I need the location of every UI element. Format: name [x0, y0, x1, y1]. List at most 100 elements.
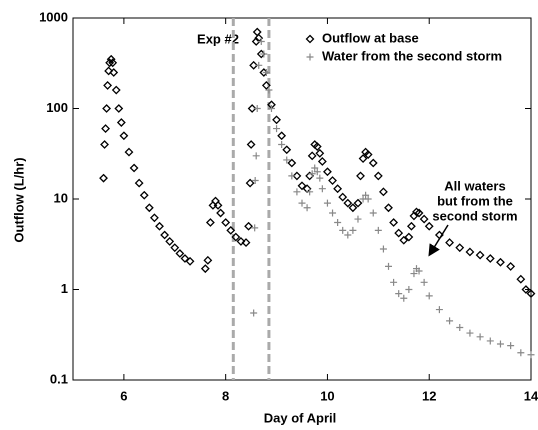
diamond-point	[455, 243, 465, 253]
plus-point	[313, 168, 321, 176]
plus-point	[400, 294, 408, 302]
diamond-point	[104, 66, 114, 76]
diamond-point	[516, 274, 526, 284]
plus-point	[425, 292, 433, 300]
plus-point	[466, 329, 474, 337]
diamond-point	[307, 151, 317, 161]
plus-point	[262, 68, 270, 76]
plus-point	[527, 351, 535, 359]
x-tick-label: 8	[222, 388, 229, 403]
legend-label: Outflow at base	[322, 30, 419, 45]
plus-point	[306, 188, 314, 196]
plus-point	[456, 324, 464, 332]
diamond-point	[134, 178, 144, 188]
diamond-point	[231, 232, 241, 242]
diamond-point	[109, 68, 119, 77]
x-tick-label: 14	[524, 388, 538, 403]
plus-point	[303, 204, 311, 212]
diamond-point	[353, 198, 363, 208]
annotation: All waters	[444, 178, 505, 193]
diamond-point	[328, 176, 337, 185]
diamond-point	[180, 254, 190, 263]
diamond-point	[465, 247, 475, 257]
plus-point	[323, 199, 331, 207]
diamond-point	[211, 196, 220, 206]
y-tick-label: 0.1	[50, 371, 68, 386]
diamond-point	[261, 80, 271, 90]
plus-point	[507, 342, 515, 350]
diamond-point	[106, 54, 116, 64]
diamond-point	[521, 285, 531, 294]
plus-point	[339, 226, 347, 234]
plus-point	[486, 337, 494, 345]
plus-point	[298, 199, 306, 207]
plus-point	[293, 188, 301, 196]
diamond-point	[114, 104, 124, 113]
plus-point	[251, 224, 259, 232]
plus-point	[354, 215, 362, 223]
diamond-point	[119, 131, 129, 141]
plus-point	[405, 286, 413, 293]
diamond-point	[368, 158, 378, 168]
diamond-point	[160, 230, 170, 240]
plus-point	[318, 185, 326, 193]
annotation: but from the	[437, 193, 513, 208]
diamond-point	[414, 208, 424, 218]
legend-marker	[306, 53, 314, 61]
plus-point	[255, 61, 263, 69]
diamond-point	[384, 203, 393, 213]
y-tick-label: 1000	[39, 9, 68, 24]
diamond-point	[434, 230, 444, 240]
plus-point	[415, 267, 423, 275]
plus-point	[334, 218, 342, 226]
diamond-point	[241, 238, 251, 247]
plus-point	[260, 50, 268, 58]
diamond-point	[287, 158, 297, 168]
x-tick-label: 6	[120, 388, 127, 403]
diamond-point	[338, 192, 348, 202]
plus-point	[390, 278, 398, 286]
legend-marker	[305, 34, 315, 44]
diamond-point	[252, 27, 262, 37]
diamond-point	[100, 140, 109, 149]
x-tick-label: 12	[422, 388, 436, 403]
plus-point	[288, 172, 296, 180]
diamond-point	[108, 58, 118, 68]
plus-point	[496, 340, 504, 348]
diamond-point	[144, 203, 154, 213]
plus-point	[395, 290, 403, 298]
diamond-point	[292, 171, 302, 181]
diamond-point	[282, 145, 292, 155]
diamond-point	[312, 142, 322, 151]
diamond-point	[124, 147, 134, 157]
diamond-point	[247, 104, 257, 113]
diamond-point	[404, 232, 414, 242]
diamond-point	[297, 181, 307, 191]
diamond-point	[165, 236, 175, 246]
plus-point	[308, 170, 316, 178]
diamond-point	[129, 163, 139, 173]
annotation-arrow	[428, 224, 449, 257]
plus-point	[517, 349, 525, 357]
x-tick-label: 10	[320, 388, 334, 403]
plus-point	[349, 226, 357, 234]
plus-point	[311, 164, 319, 172]
plus-point	[385, 262, 393, 270]
plus-point	[344, 231, 352, 239]
diamond-point	[315, 148, 325, 158]
diamond-point	[485, 254, 495, 263]
annotation: second storm	[432, 208, 517, 223]
legend-label: Water from the second storm	[322, 48, 502, 63]
diamond-point	[170, 243, 180, 253]
plus-point	[267, 105, 275, 112]
plus-point	[316, 174, 324, 182]
diamond-point	[245, 178, 255, 188]
diamond-point	[236, 236, 246, 246]
diamond-point	[358, 154, 368, 163]
diamond-point	[226, 225, 236, 235]
plus-point	[374, 226, 382, 234]
plus-point	[435, 306, 443, 314]
diamond-point	[412, 207, 421, 217]
diamond-point	[244, 221, 253, 231]
diamond-point	[216, 208, 225, 218]
